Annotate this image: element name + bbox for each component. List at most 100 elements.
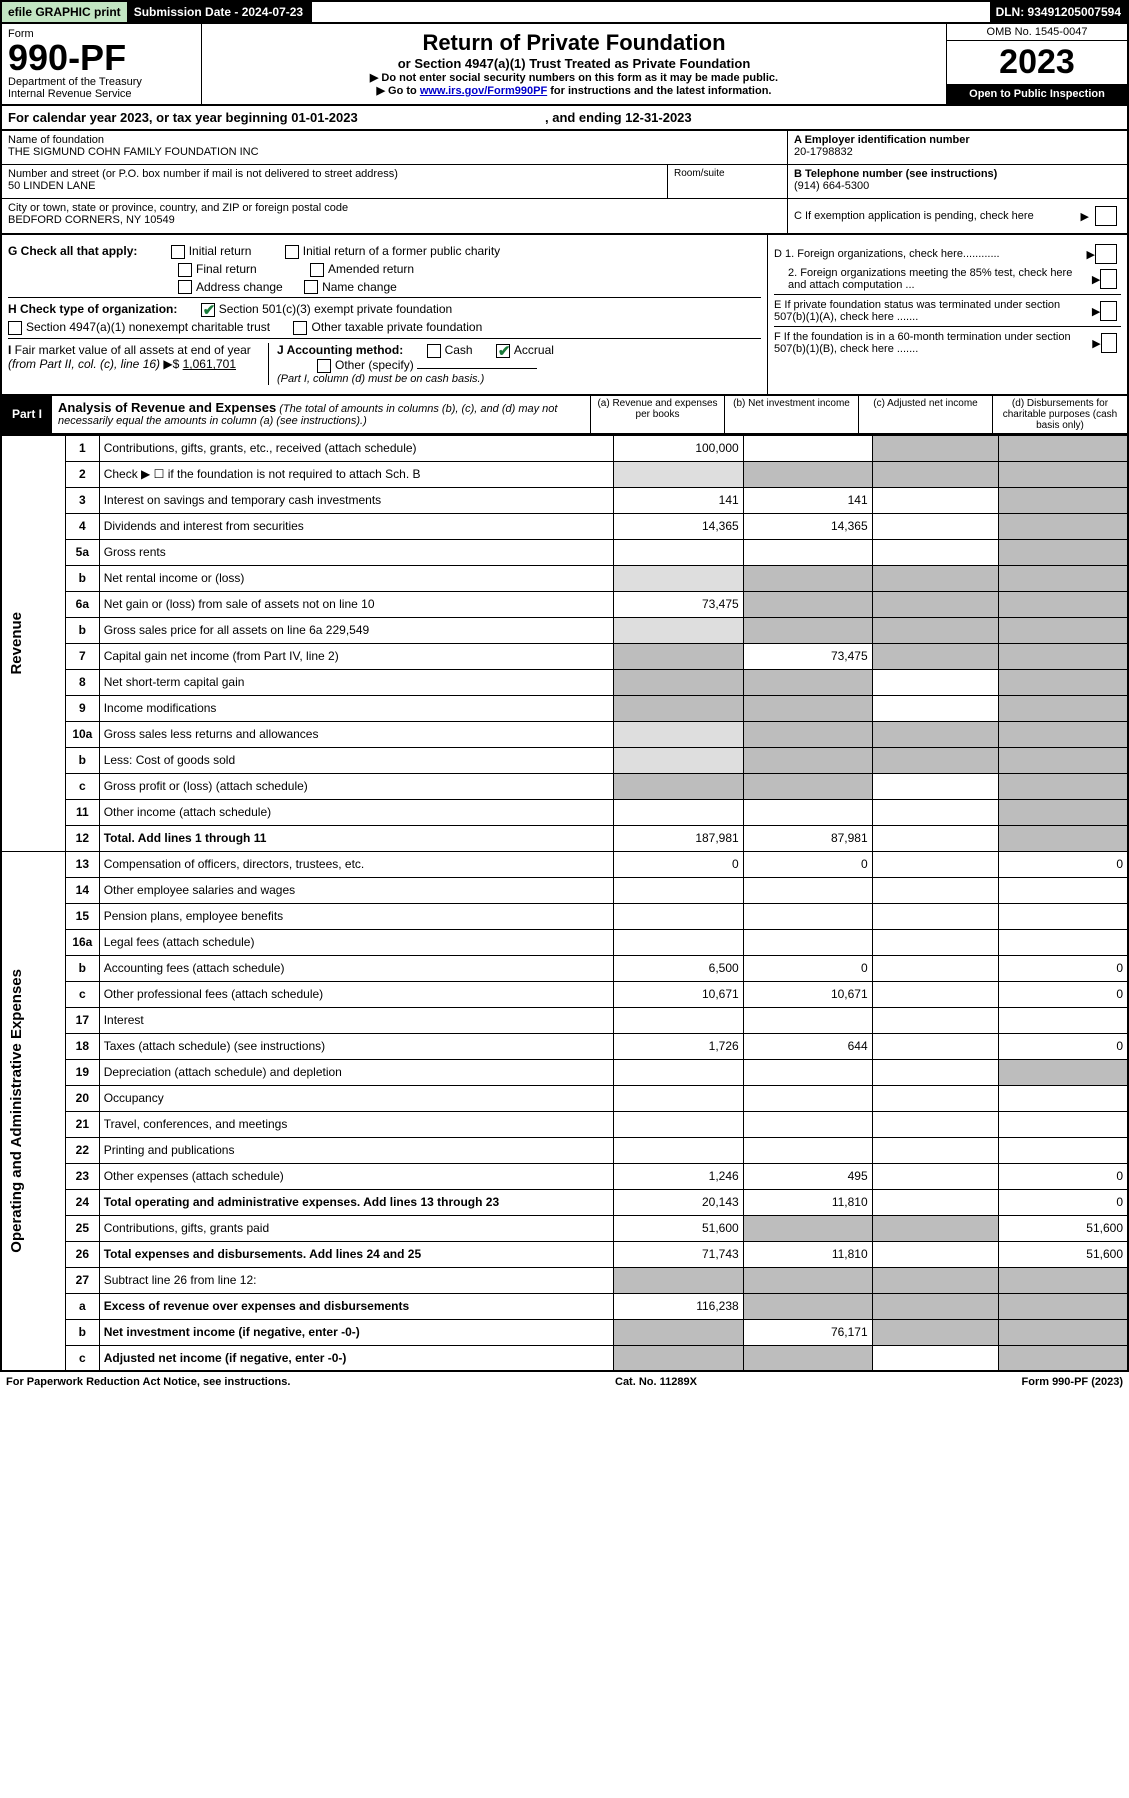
footer-left: For Paperwork Reduction Act Notice, see …: [6, 1376, 290, 1388]
cb-other-spec[interactable]: [317, 359, 331, 373]
cb-initial-former[interactable]: [285, 245, 299, 259]
line-number: 10a: [66, 721, 100, 747]
irs-link[interactable]: www.irs.gov/Form990PF: [420, 85, 547, 97]
c-checkbox[interactable]: [1095, 206, 1117, 226]
info-right: A Employer identification number 20-1798…: [787, 131, 1127, 233]
line-number: 18: [66, 1033, 100, 1059]
cb-address[interactable]: [178, 280, 192, 294]
line-desc: Gross sales price for all assets on line…: [99, 617, 614, 643]
side-revenue: Revenue: [1, 435, 66, 851]
line-desc: Other professional fees (attach schedule…: [99, 981, 614, 1007]
line-number: 24: [66, 1189, 100, 1215]
cb-4947[interactable]: [8, 321, 22, 335]
part1-table: Revenue1Contributions, gifts, grants, et…: [0, 435, 1129, 1373]
lbl-other-tax: Other taxable private foundation: [311, 320, 482, 334]
line-number: 13: [66, 851, 100, 877]
line-desc: Printing and publications: [99, 1137, 614, 1163]
line-number: 21: [66, 1111, 100, 1137]
cb-cash[interactable]: [427, 344, 441, 358]
cb-d2[interactable]: [1100, 269, 1117, 289]
cb-initial[interactable]: [171, 245, 185, 259]
table-row: bNet rental income or (loss): [1, 565, 1128, 591]
foundation-name: THE SIGMUND COHN FAMILY FOUNDATION INC: [8, 146, 781, 158]
name-label: Name of foundation: [8, 134, 781, 146]
form-subtitle: or Section 4947(a)(1) Trust Treated as P…: [208, 56, 940, 71]
cb-501c3[interactable]: [201, 303, 215, 317]
line-desc: Contributions, gifts, grants, etc., rece…: [99, 435, 614, 461]
col-d: (d) Disbursements for charitable purpose…: [993, 396, 1127, 433]
line-number: b: [66, 1319, 100, 1345]
form-number: 990-PF: [8, 40, 195, 76]
table-row: 14Other employee salaries and wages: [1, 877, 1128, 903]
line-desc: Pension plans, employee benefits: [99, 903, 614, 929]
ein-label: A Employer identification number: [794, 134, 1121, 146]
lbl-initial: Initial return: [189, 244, 252, 258]
table-row: bAccounting fees (attach schedule)6,5000…: [1, 955, 1128, 981]
tax-year: 2023: [947, 41, 1127, 84]
table-row: 15Pension plans, employee benefits: [1, 903, 1128, 929]
line-number: 27: [66, 1267, 100, 1293]
table-row: 4Dividends and interest from securities1…: [1, 513, 1128, 539]
cb-other-tax[interactable]: [293, 321, 307, 335]
lbl-4947: Section 4947(a)(1) nonexempt charitable …: [26, 320, 270, 334]
cb-name-change[interactable]: [304, 280, 318, 294]
cb-d1[interactable]: [1095, 244, 1117, 264]
checks-right: D 1. Foreign organizations, check here..…: [767, 235, 1127, 394]
lbl-cash: Cash: [445, 343, 473, 357]
c-label: C If exemption application is pending, c…: [794, 210, 1034, 222]
table-row: cAdjusted net income (if negative, enter…: [1, 1345, 1128, 1371]
table-row: 20Occupancy: [1, 1085, 1128, 1111]
open-public: Open to Public Inspection: [947, 84, 1127, 104]
line-number: a: [66, 1293, 100, 1319]
line-number: c: [66, 1345, 100, 1371]
cb-e[interactable]: [1100, 301, 1117, 321]
info-left: Name of foundation THE SIGMUND COHN FAMI…: [2, 131, 787, 233]
line-number: 11: [66, 799, 100, 825]
cb-f[interactable]: [1101, 333, 1117, 353]
lbl-name-change: Name change: [322, 280, 397, 294]
form-title: Return of Private Foundation: [208, 30, 940, 56]
foundation-info: Name of foundation THE SIGMUND COHN FAMI…: [0, 131, 1129, 235]
line-desc: Depreciation (attach schedule) and deple…: [99, 1059, 614, 1085]
cb-amended[interactable]: [310, 263, 324, 277]
line-desc: Occupancy: [99, 1085, 614, 1111]
street-label: Number and street (or P.O. box number if…: [8, 168, 661, 180]
part1-title: Analysis of Revenue and Expenses: [58, 400, 276, 415]
lbl-amended: Amended return: [328, 262, 414, 276]
j-note: (Part I, column (d) must be on cash basi…: [277, 373, 761, 385]
line-desc: Dividends and interest from securities: [99, 513, 614, 539]
line-number: b: [66, 955, 100, 981]
line-number: 17: [66, 1007, 100, 1033]
part1-desc: Analysis of Revenue and Expenses (The to…: [52, 396, 591, 433]
header-left: Form 990-PF Department of the Treasury I…: [2, 24, 202, 104]
footer-right: Form 990-PF (2023): [1022, 1376, 1124, 1388]
table-row: 23Other expenses (attach schedule)1,2464…: [1, 1163, 1128, 1189]
lbl-501c3: Section 501(c)(3) exempt private foundat…: [219, 302, 452, 316]
part1-label: Part I: [2, 396, 52, 433]
phone-label: B Telephone number (see instructions): [794, 168, 1121, 180]
col-a: (a) Revenue and expenses per books: [591, 396, 725, 433]
line-number: 25: [66, 1215, 100, 1241]
table-row: 6aNet gain or (loss) from sale of assets…: [1, 591, 1128, 617]
cb-final[interactable]: [178, 263, 192, 277]
side-expenses: Operating and Administrative Expenses: [1, 851, 66, 1371]
line-number: 6a: [66, 591, 100, 617]
checks-left: G Check all that apply: Initial return I…: [2, 235, 767, 394]
line-desc: Excess of revenue over expenses and disb…: [99, 1293, 614, 1319]
cb-accrual[interactable]: [496, 344, 510, 358]
table-row: Revenue1Contributions, gifts, grants, et…: [1, 435, 1128, 461]
table-row: 9Income modifications: [1, 695, 1128, 721]
table-row: 3Interest on savings and temporary cash …: [1, 487, 1128, 513]
col-b: (b) Net investment income: [725, 396, 859, 433]
line-number: 4: [66, 513, 100, 539]
line-desc: Interest on savings and temporary cash i…: [99, 487, 614, 513]
line-desc: Net short-term capital gain: [99, 669, 614, 695]
line-desc: Accounting fees (attach schedule): [99, 955, 614, 981]
table-row: 7Capital gain net income (from Part IV, …: [1, 643, 1128, 669]
city: BEDFORD CORNERS, NY 10549: [8, 214, 781, 226]
line-desc: Check ▶ ☐ if the foundation is not requi…: [99, 461, 614, 487]
table-row: 2Check ▶ ☐ if the foundation is not requ…: [1, 461, 1128, 487]
table-row: 16aLegal fees (attach schedule): [1, 929, 1128, 955]
line-desc: Capital gain net income (from Part IV, l…: [99, 643, 614, 669]
street: 50 LINDEN LANE: [8, 180, 661, 192]
